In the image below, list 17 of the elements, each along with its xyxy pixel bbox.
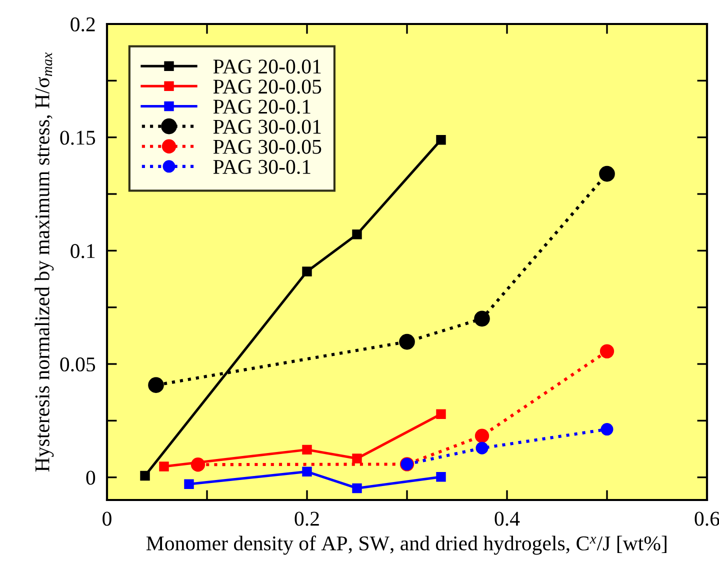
- y-tick-label: 0.1: [70, 244, 95, 258]
- y-tick-label: 0: [86, 470, 96, 485]
- x-tick-label: 0.6: [694, 512, 719, 526]
- legend-label: PAG 30-0.05: [213, 140, 322, 154]
- legend-label: PAG 30-0.1: [213, 160, 310, 174]
- legend-label: PAG 20-0.01: [213, 60, 321, 74]
- legend-label: PAG 20-0.05: [213, 80, 322, 94]
- legend-label: PAG 20-0.1: [213, 100, 310, 114]
- y-tick-label: 0.2: [70, 17, 95, 32]
- y-tick-label: 0.15: [60, 130, 96, 145]
- x-tick-label: 0: [102, 512, 112, 526]
- x-axis-title: Monomer density of AP, SW, and dried hydrogels, C$^{x}$/J [wt%]: [146, 536, 666, 555]
- x-tick-label: 0.2: [294, 512, 319, 526]
- y-axis-title: Hysteresis normalized by maximum stress, H/σ$_{max}$: [34, 52, 54, 472]
- x-tick-label: 0.4: [494, 512, 520, 526]
- legend-label: PAG 30-0.01: [213, 120, 321, 134]
- y-tick-label: 0.05: [60, 357, 96, 372]
